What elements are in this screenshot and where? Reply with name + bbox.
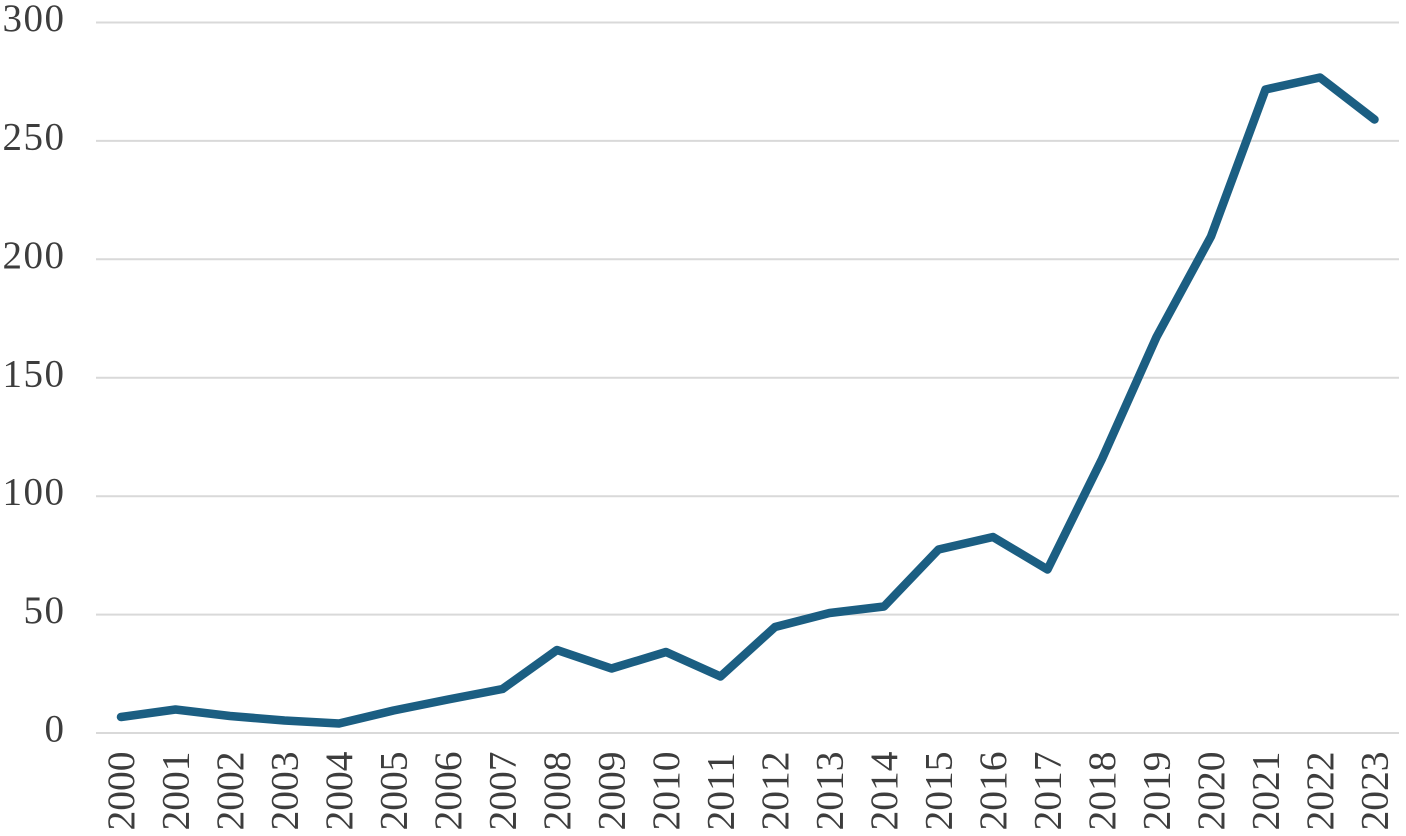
svg-text:2016: 2016 (971, 752, 1015, 831)
svg-text:2013: 2013 (808, 752, 852, 831)
svg-text:2004: 2004 (317, 751, 361, 830)
svg-text:300: 300 (3, 0, 66, 40)
svg-text:2007: 2007 (481, 752, 525, 831)
svg-text:2009: 2009 (590, 752, 634, 831)
svg-text:2012: 2012 (753, 752, 797, 831)
svg-text:2000: 2000 (99, 752, 143, 831)
svg-text:50: 50 (24, 589, 66, 632)
svg-text:2011: 2011 (699, 753, 743, 831)
svg-text:2023: 2023 (1353, 752, 1397, 831)
svg-text:250: 250 (3, 115, 66, 158)
svg-text:2014: 2014 (862, 751, 906, 830)
svg-text:2018: 2018 (1080, 752, 1124, 831)
svg-text:2010: 2010 (644, 752, 688, 831)
svg-text:200: 200 (3, 234, 66, 277)
svg-text:100: 100 (3, 471, 66, 514)
svg-text:2006: 2006 (426, 752, 470, 831)
svg-text:2003: 2003 (263, 752, 307, 831)
svg-text:2008: 2008 (535, 752, 579, 831)
svg-text:2022: 2022 (1298, 752, 1342, 831)
svg-text:2001: 2001 (154, 752, 198, 831)
svg-text:2019: 2019 (1135, 752, 1179, 831)
svg-text:2015: 2015 (917, 752, 961, 831)
svg-text:0: 0 (45, 708, 66, 751)
svg-text:150: 150 (3, 352, 66, 395)
svg-text:2020: 2020 (1189, 752, 1233, 831)
svg-text:2002: 2002 (208, 752, 252, 831)
svg-text:2017: 2017 (1026, 752, 1070, 831)
svg-text:2021: 2021 (1244, 752, 1288, 831)
svg-text:2005: 2005 (372, 752, 416, 831)
